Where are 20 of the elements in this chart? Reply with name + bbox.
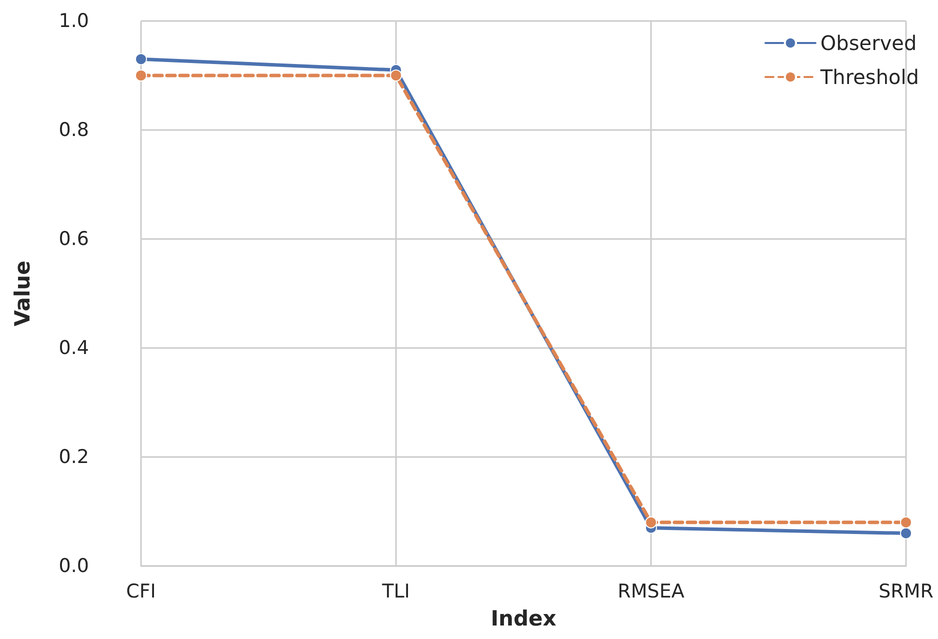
y-tick-label: 0.2 xyxy=(58,446,89,468)
x-tick-label: CFI xyxy=(126,580,156,602)
point xyxy=(135,53,147,66)
y-axis-title: Value xyxy=(10,260,34,326)
y-tick-label: 0.6 xyxy=(58,228,89,250)
point xyxy=(900,527,912,540)
y-tick-label: 0.8 xyxy=(58,119,89,141)
point xyxy=(645,516,657,528)
point xyxy=(135,70,147,82)
x-tick-label: TLI xyxy=(381,580,410,602)
x-tick-label: SRMR xyxy=(878,580,934,602)
y-tick-label: 0.4 xyxy=(58,337,89,359)
y-tick-label: 1.0 xyxy=(58,10,89,32)
legend-label: Observed xyxy=(820,31,917,55)
y-tick-label: 0.0 xyxy=(58,555,89,577)
point xyxy=(390,70,402,82)
x-tick-label: RMSEA xyxy=(618,580,684,602)
x-axis-title: Index xyxy=(490,606,557,630)
point xyxy=(900,516,912,528)
legend-label: Threshold xyxy=(819,65,920,89)
